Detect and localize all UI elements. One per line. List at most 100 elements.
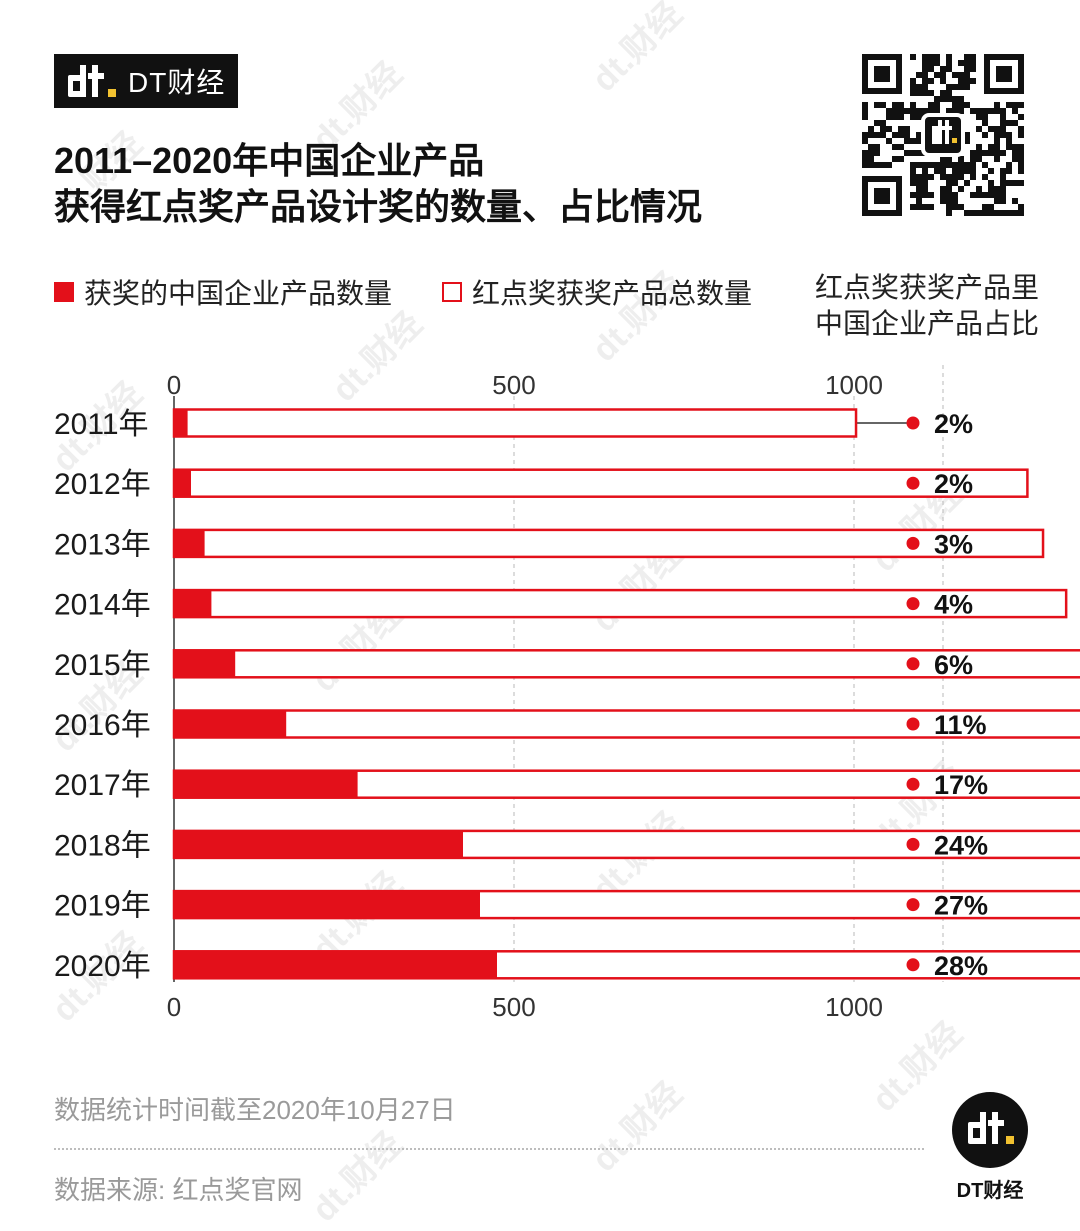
qr-module [964, 132, 970, 138]
qr-module [934, 60, 940, 66]
qr-module [928, 54, 934, 60]
qr-module [976, 192, 982, 198]
qr-module [958, 60, 964, 66]
qr-module [910, 174, 916, 180]
qr-module [994, 192, 1000, 198]
qr-module [964, 66, 970, 72]
qr-module [862, 108, 868, 114]
page-title: 2011–2020年中国企业产品 获得红点奖产品设计奖的数量、占比情况 [54, 138, 814, 230]
qr-module [976, 156, 982, 162]
qr-module [946, 210, 952, 216]
bar-china [174, 650, 236, 678]
qr-module [928, 90, 934, 96]
qr-module [916, 114, 922, 120]
qr-module [988, 192, 994, 198]
share-dot [906, 958, 920, 972]
y-category-label: 2016年 [54, 709, 151, 742]
bar-china [174, 830, 463, 858]
footer-logo-circle [952, 1092, 1028, 1168]
qr-module [946, 156, 952, 162]
share-dot [906, 717, 920, 731]
y-category-label: 2013年 [54, 528, 151, 561]
qr-module [946, 174, 952, 180]
qr-module [910, 54, 916, 60]
qr-module [862, 138, 868, 144]
y-category-label: 2018年 [54, 829, 151, 862]
bar-total [172, 468, 1029, 498]
qr-module [982, 174, 988, 180]
qr-module [916, 150, 922, 156]
share-dot [906, 898, 920, 912]
qr-module [1000, 114, 1006, 120]
qr-module [934, 54, 940, 60]
qr-module [1000, 132, 1006, 138]
qr-module [946, 186, 952, 192]
qr-module [922, 66, 928, 72]
qr-module [952, 84, 958, 90]
bar-total [172, 709, 1080, 739]
qr-module [952, 198, 958, 204]
qr-module [886, 126, 892, 132]
qr-module [940, 156, 946, 162]
qr-module [976, 144, 982, 150]
qr-module [946, 198, 952, 204]
qr-module [1000, 198, 1006, 204]
qr-module [874, 120, 880, 126]
data-source: 数据来源: 红点奖官网 [54, 1175, 303, 1205]
qr-module [910, 108, 916, 114]
qr-module [916, 192, 922, 198]
qr-module [892, 114, 898, 120]
qr-module [946, 84, 952, 90]
qr-module [928, 162, 934, 168]
qr-module [958, 84, 964, 90]
qr-module [862, 132, 868, 138]
qr-module [880, 126, 886, 132]
share-dot [906, 536, 920, 550]
qr-module [946, 192, 952, 198]
qr-module [868, 162, 874, 168]
qr-module [988, 126, 994, 132]
qr-module [964, 60, 970, 66]
qr-module [964, 180, 970, 186]
qr-module [1012, 102, 1018, 108]
qr-module [1012, 150, 1018, 156]
share-label: 17% [934, 770, 988, 800]
qr-module [916, 204, 922, 210]
qr-module [1012, 144, 1018, 150]
dt-logo-icon [68, 65, 116, 97]
title-line-2: 获得红点奖产品设计奖的数量、占比情况 [54, 186, 703, 227]
legend-filled: 获奖的中国企业产品数量 [54, 272, 392, 312]
qr-module [1018, 210, 1024, 216]
brand-name: DT财经 [128, 67, 226, 98]
qr-module [988, 150, 994, 156]
qr-module [970, 192, 976, 198]
qr-module [970, 60, 976, 66]
qr-module [910, 84, 916, 90]
qr-module [910, 114, 916, 120]
bar-total [172, 408, 858, 438]
data-note: 数据统计时间截至2020年10月27日 [54, 1095, 456, 1125]
qr-module [886, 108, 892, 114]
footer-logo: DT财经 [950, 1092, 1030, 1203]
qr-module [934, 108, 940, 114]
qr-module [910, 102, 916, 108]
qr-module [964, 162, 970, 168]
y-category-label: 2019年 [54, 890, 151, 923]
qr-module [928, 78, 934, 84]
qr-module [988, 210, 994, 216]
qr-module [892, 108, 898, 114]
qr-module [934, 168, 940, 174]
share-label: 11% [934, 710, 987, 740]
qr-module [994, 144, 1000, 150]
qr-module [970, 150, 976, 156]
qr-module [940, 192, 946, 198]
qr-module [982, 114, 988, 120]
qr-module [922, 162, 928, 168]
qr-module [958, 72, 964, 78]
qr-module [970, 162, 976, 168]
qr-module [886, 162, 892, 168]
qr-module [916, 198, 922, 204]
qr-module [940, 186, 946, 192]
qr-module [1006, 168, 1012, 174]
title-line-1: 2011–2020年中国企业产品 [54, 140, 485, 181]
